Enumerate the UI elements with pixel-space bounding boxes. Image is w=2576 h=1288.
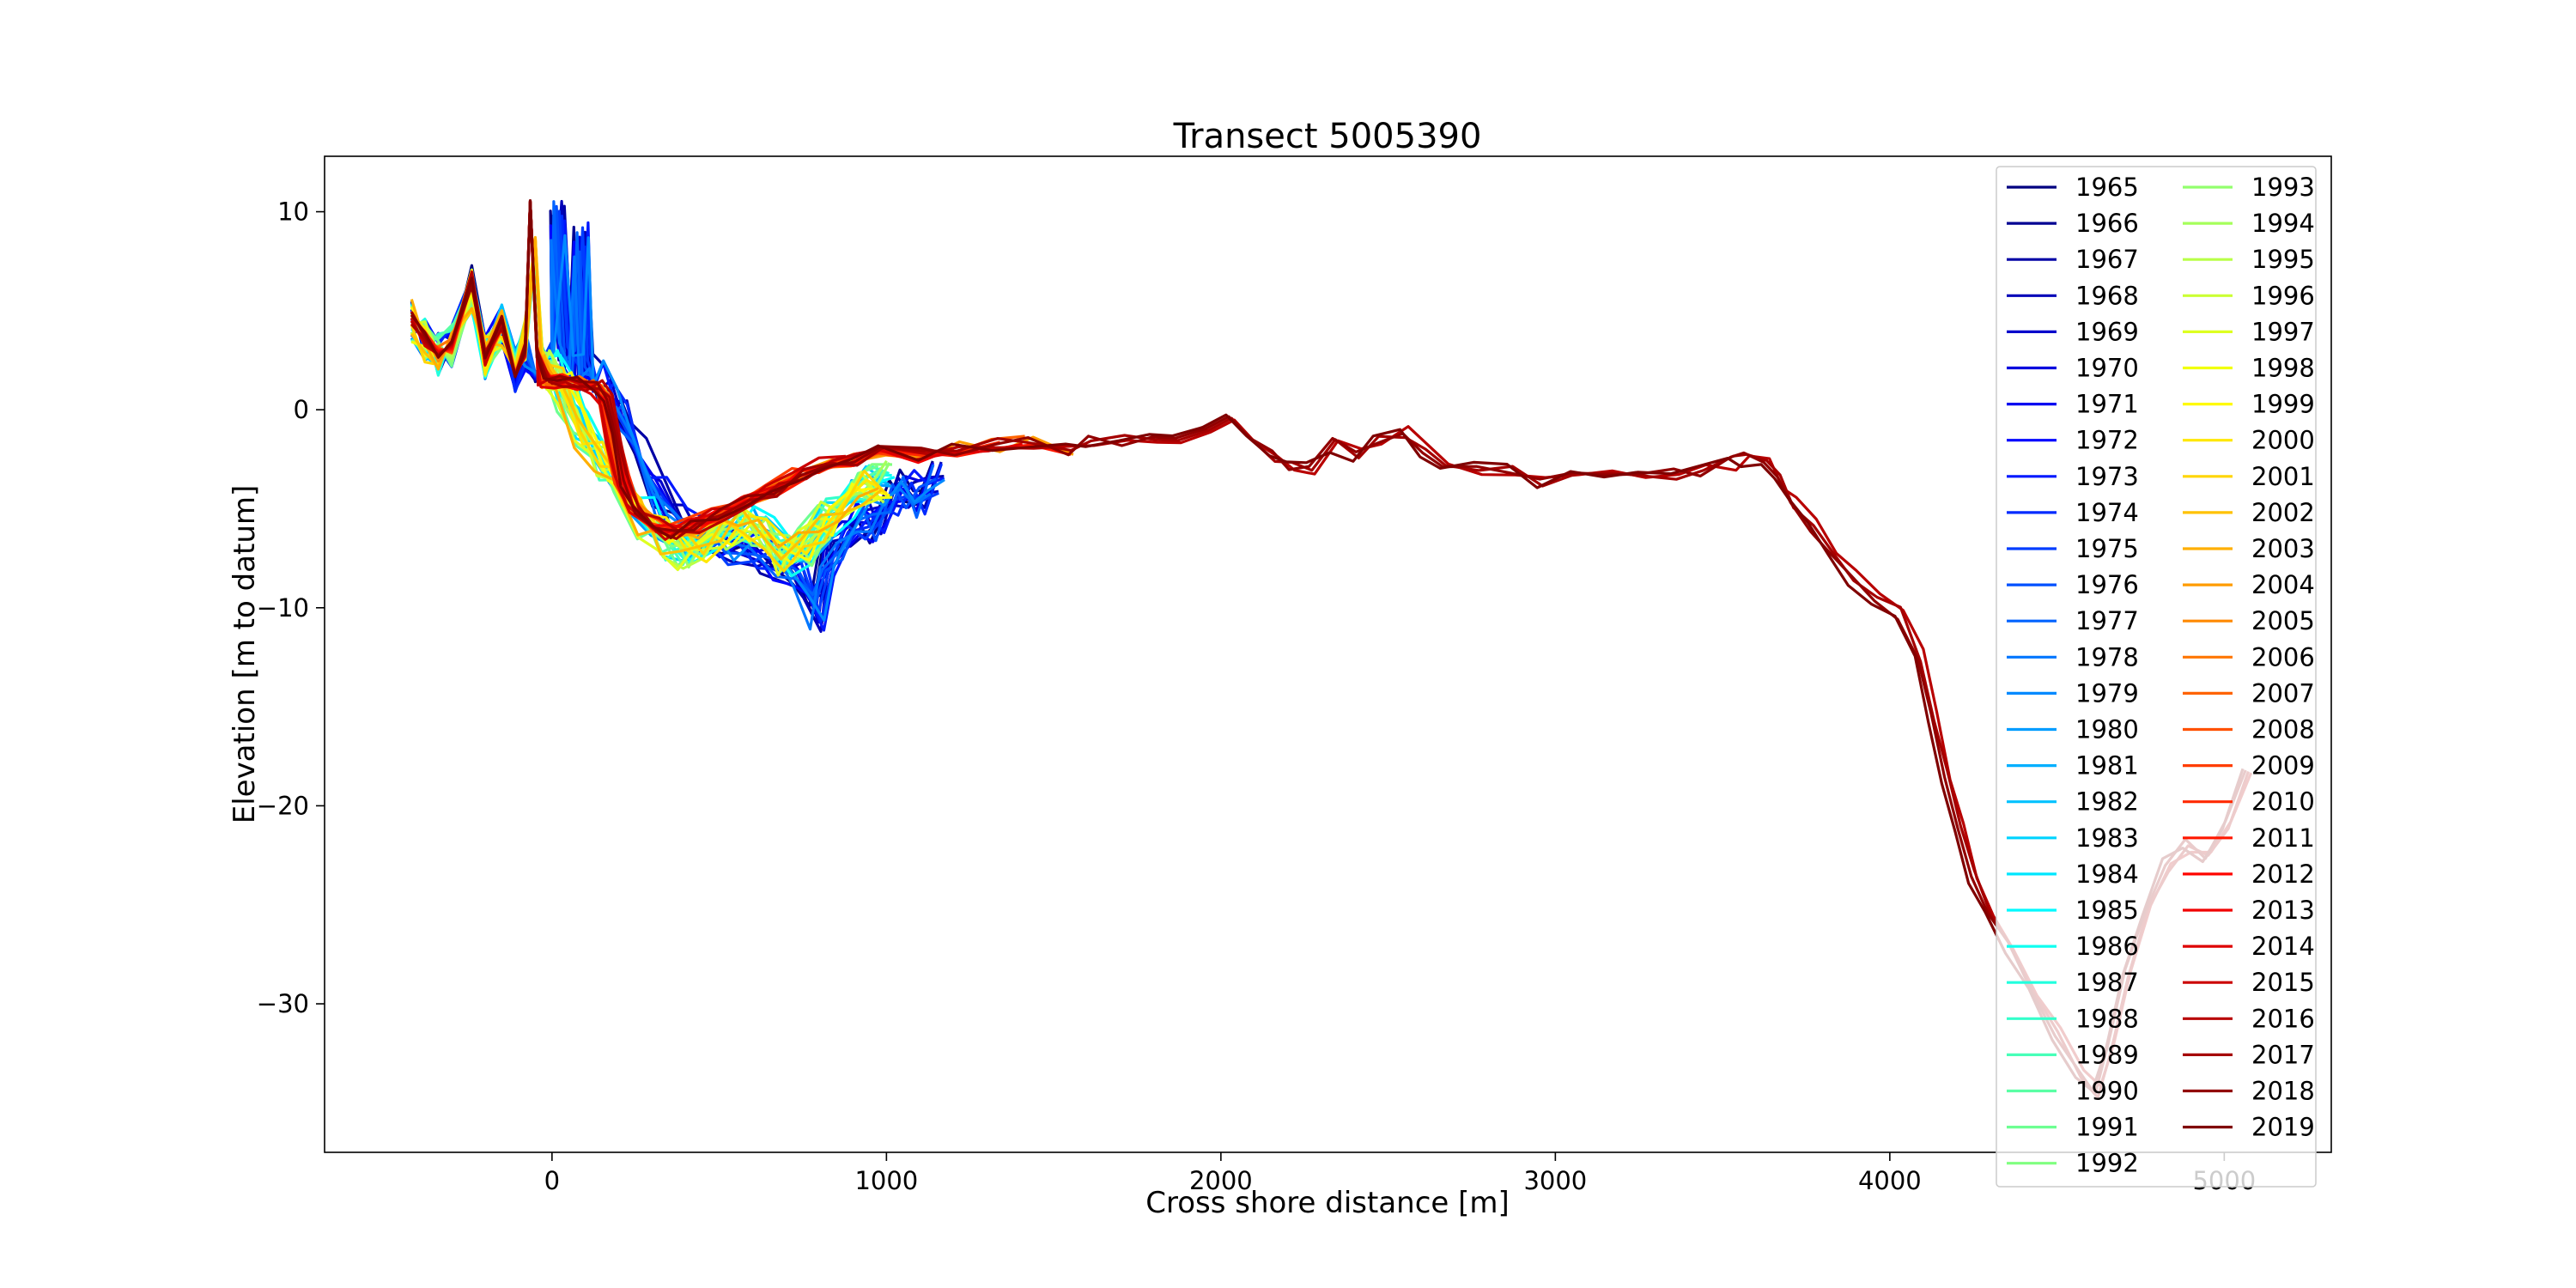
x-tick-label: 3000 [1523,1166,1587,1195]
y-axis-label: Elevation [m to datum] [228,485,262,824]
legend-label-1988: 1988 [2075,1004,2139,1033]
legend-label-1990: 1990 [2075,1077,2139,1106]
legend-label-1981: 1981 [2075,751,2139,781]
legend-label-1983: 1983 [2075,823,2139,853]
legend-label-1991: 1991 [2075,1113,2139,1142]
legend-label-2011: 2011 [2251,823,2315,853]
chart-title: Transect 5005390 [1173,117,1482,156]
x-axis-label: Cross shore distance [m] [1145,1186,1510,1220]
legend-label-1992: 1992 [2075,1149,2139,1178]
legend-label-1971: 1971 [2075,390,2139,419]
legend-label-1982: 1982 [2075,787,2139,817]
y-tick-label: 0 [294,395,309,424]
legend-label-1969: 1969 [2075,317,2139,346]
series-line-2018 [410,199,2247,1096]
x-tick-label: 0 [544,1166,560,1195]
legend-label-2012: 2012 [2251,860,2315,889]
legend-label-1995: 1995 [2251,245,2315,274]
legend-label-1965: 1965 [2075,173,2139,202]
legend-label-2018: 2018 [2251,1077,2315,1106]
legend-label-1996: 1996 [2251,281,2315,310]
legend-label-1968: 1968 [2075,281,2139,310]
legend-label-2016: 2016 [2251,1004,2315,1033]
legend-label-2015: 2015 [2251,968,2315,997]
legend-label-1977: 1977 [2075,606,2139,635]
legend-label-2009: 2009 [2251,751,2315,781]
legend-label-1980: 1980 [2075,715,2139,744]
x-tick-label: 4000 [1858,1166,1922,1195]
legend-label-1967: 1967 [2075,245,2139,274]
legend-label-2003: 2003 [2251,534,2315,563]
legend-label-1973: 1973 [2075,462,2139,491]
legend-label-2001: 2001 [2251,462,2315,491]
legend-label-2014: 2014 [2251,932,2315,961]
legend-label-1972: 1972 [2075,426,2139,455]
legend-label-2008: 2008 [2251,715,2315,744]
legend-label-2013: 2013 [2251,896,2315,925]
legend-label-1984: 1984 [2075,860,2139,889]
legend-label-2010: 2010 [2251,787,2315,817]
y-axis: 10 0 −10 −20 −30 [257,197,325,1018]
legend: 1965 1966 1967 1968 1969 1970 1971 1972 1973 1974… [1996,166,2317,1188]
x-tick-label: 2000 [1189,1166,1253,1195]
legend-label-1994: 1994 [2251,209,2315,238]
y-tick-label: −30 [257,989,309,1018]
series-line-2000 [410,238,888,563]
legend-label-2017: 2017 [2251,1040,2315,1069]
legend-label-1989: 1989 [2075,1040,2139,1069]
legend-label-1998: 1998 [2251,354,2315,383]
legend-label-1970: 1970 [2075,354,2139,383]
plot-frame [324,155,2332,1153]
legend-label-1974: 1974 [2075,498,2139,527]
legend-box [1996,166,2317,1188]
legend-label-1999: 1999 [2251,390,2315,419]
legend-label-2006: 2006 [2251,642,2315,671]
series-line-2019 [410,199,2245,1092]
legend-label-1966: 1966 [2075,209,2139,238]
legend-label-1987: 1987 [2075,968,2139,997]
legend-label-2019: 2019 [2251,1113,2315,1142]
x-tick-label: 1000 [854,1166,918,1195]
legend-label-1985: 1985 [2075,896,2139,925]
legend-label-2002: 2002 [2251,498,2315,527]
legend-label-1993: 1993 [2251,173,2315,202]
legend-label-1979: 1979 [2075,678,2139,708]
legend-label-1986: 1986 [2075,932,2139,961]
y-tick-label: −10 [257,593,309,623]
y-tick-label: 10 [277,197,309,227]
series-layer [410,199,2253,1099]
legend-label-1978: 1978 [2075,642,2139,671]
legend-label-2005: 2005 [2251,606,2315,635]
legend-label-2004: 2004 [2251,570,2315,599]
legend-label-2000: 2000 [2251,426,2315,455]
legend-label-1997: 1997 [2251,317,2315,346]
y-tick-label: −20 [257,791,309,820]
legend-label-1976: 1976 [2075,570,2139,599]
legend-label-1975: 1975 [2075,534,2139,563]
legend-label-2007: 2007 [2251,678,2315,708]
